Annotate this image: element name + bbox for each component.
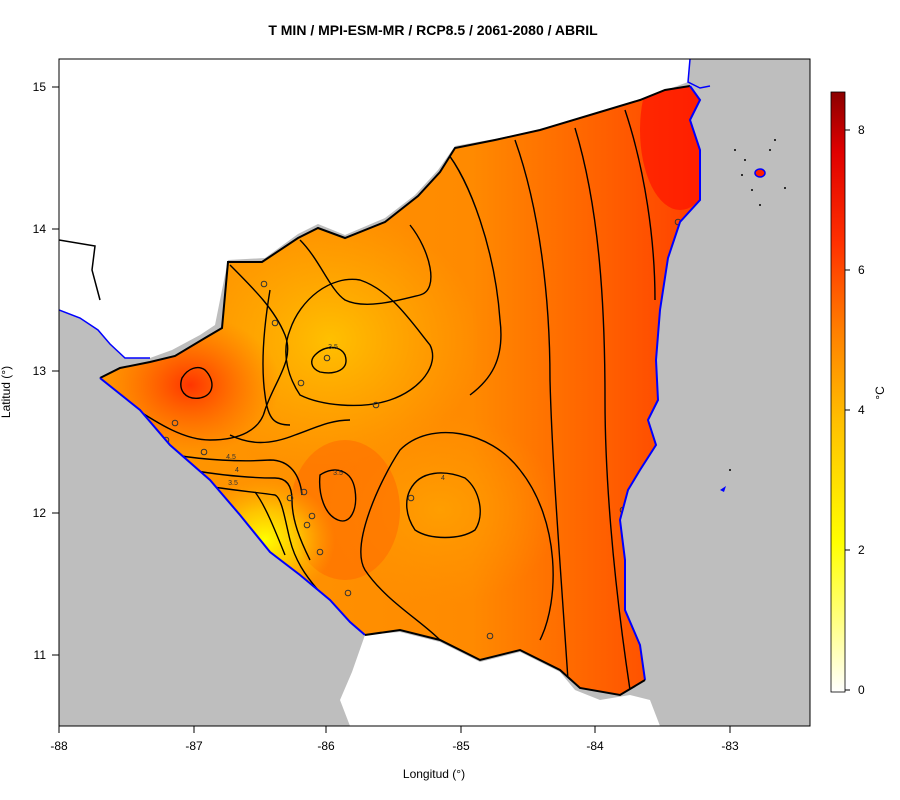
x-tick-label: -85 <box>452 739 470 753</box>
honduras-border <box>99 85 691 379</box>
el-salvador-land <box>59 240 100 310</box>
contour-lines <box>129 109 656 691</box>
contour-label: 3.5 <box>328 344 338 351</box>
y-tick-label: 11 <box>34 648 47 662</box>
x-tick-label: -83 <box>721 739 739 753</box>
colorbar-tick-label: 2 <box>858 543 865 557</box>
contour-label: 3.5 <box>333 470 343 477</box>
islands <box>729 139 786 471</box>
x-tick-label: -88 <box>50 739 68 753</box>
y-axis-label: Latitud (°) <box>0 366 13 418</box>
y-tick-label: 13 <box>33 364 47 378</box>
contour-label: 3.5 <box>228 480 238 487</box>
contour-label: 4.5 <box>226 454 236 461</box>
colorbar-label: °C <box>873 386 887 400</box>
caribbean-coastline <box>618 85 702 681</box>
x-axis-label: Longitud (°) <box>403 767 465 781</box>
contour-label: 4 <box>235 467 239 474</box>
el-salvador-border <box>59 239 101 301</box>
costa-rica-land <box>340 632 660 726</box>
colorbar-gradient <box>830 91 846 693</box>
contour-label: 4 <box>441 475 445 482</box>
small-island <box>720 486 726 492</box>
colorbar-tick-label: 0 <box>858 683 865 697</box>
y-tick-label: 15 <box>33 80 47 94</box>
x-tick-label: -87 <box>185 739 203 753</box>
northern-coast <box>687 59 711 89</box>
colorbar-tick-label: 8 <box>858 123 865 137</box>
costa-rica-border <box>364 628 646 697</box>
colorbar-tick-label: 6 <box>858 263 865 277</box>
pacific-coastline <box>99 377 366 636</box>
honduras-land <box>59 59 690 358</box>
y-tick-label: 12 <box>33 506 47 520</box>
gulf-of-fonseca-coast <box>59 309 150 359</box>
colorbar-tick-label: 4 <box>858 403 865 417</box>
corn-island <box>754 168 766 178</box>
x-tick-label: -86 <box>317 739 335 753</box>
y-tick-label: 14 <box>33 222 47 236</box>
map-title: T MIN / MPI-ESM-MR / RCP8.5 / 2061-2080 … <box>268 22 598 38</box>
x-tick-label: -84 <box>586 739 604 753</box>
x-axis: -88 -87 -86 -85 -84 -83 Longitud (°) <box>50 725 739 781</box>
colorbar: 0 2 4 6 8 °C <box>830 91 887 697</box>
y-axis: 11 12 13 14 15 Latitud (°) <box>0 80 60 662</box>
